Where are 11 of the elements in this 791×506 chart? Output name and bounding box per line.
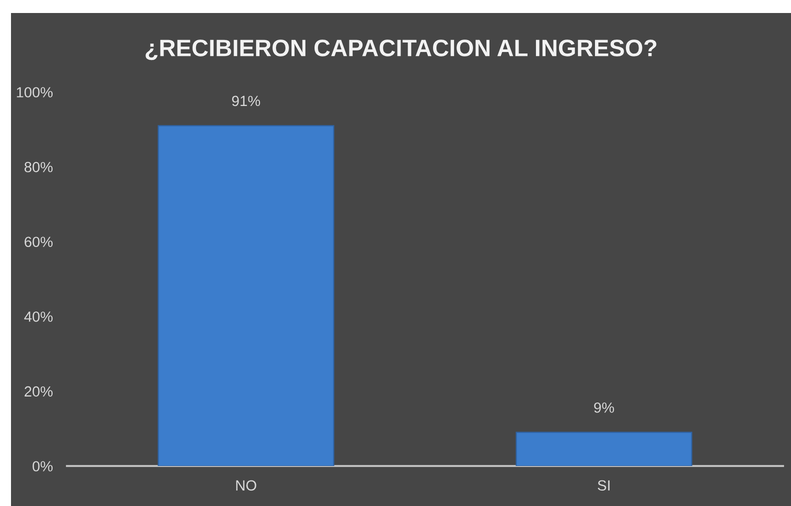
y-tick-label: 80% — [24, 162, 53, 172]
data-label: 91% — [232, 96, 260, 106]
y-tick-label: 60% — [24, 236, 53, 248]
chart-title: ¿RECIBIERON CAPACITACION AL INGRESO? — [146, 40, 656, 60]
x-tick-label: SI — [598, 480, 610, 491]
y-tick-label: 40% — [24, 312, 53, 322]
data-label: 9% — [594, 402, 614, 413]
x-tick-label: NO — [236, 480, 256, 491]
y-tick-label: 100% — [16, 87, 53, 98]
y-tick-label: 20% — [24, 386, 53, 397]
y-tick-label: 0% — [32, 461, 53, 472]
